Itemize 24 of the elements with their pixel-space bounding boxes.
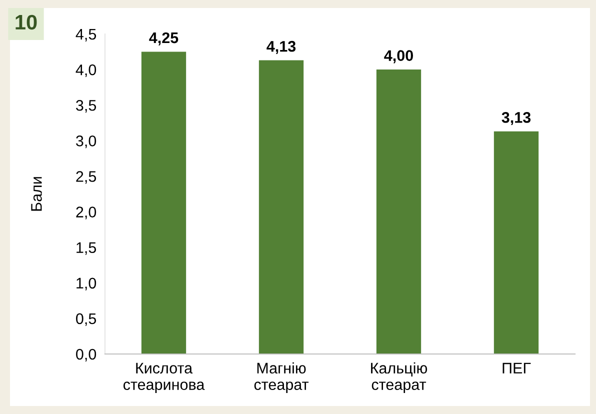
bar [494,131,539,354]
y-axis-title: Бали [31,177,42,211]
data-label: 4,13 [266,40,296,54]
bar [141,52,186,354]
y-tick-label: 3,0 [76,136,96,148]
y-tick-label: 0,5 [76,313,96,326]
y-tick-label: 1,5 [76,242,96,255]
y-tick-label: 2,0 [76,206,96,220]
bar [258,60,304,354]
data-label: 4,00 [384,50,413,64]
x-tick-label: Магнію стеарат [254,362,309,394]
y-tick-label: 2,5 [76,171,96,184]
data-label: 4,25 [149,32,178,46]
bar [376,70,422,354]
x-tick-label: Кальцію стеарат [371,362,428,394]
y-tick-label: 3,5 [76,100,96,113]
y-tick-label: 0,0 [76,348,96,362]
text: 10 [16,14,37,30]
data-label: 3,13 [502,112,531,126]
y-tick-label: 1,0 [76,278,96,290]
x-tick-label: ПЕГ [502,362,531,374]
y-tick-label: 4,0 [76,64,96,78]
y-tick-label: 4,5 [76,29,96,42]
x-tick-label: Кислота стеаринова [123,362,205,394]
